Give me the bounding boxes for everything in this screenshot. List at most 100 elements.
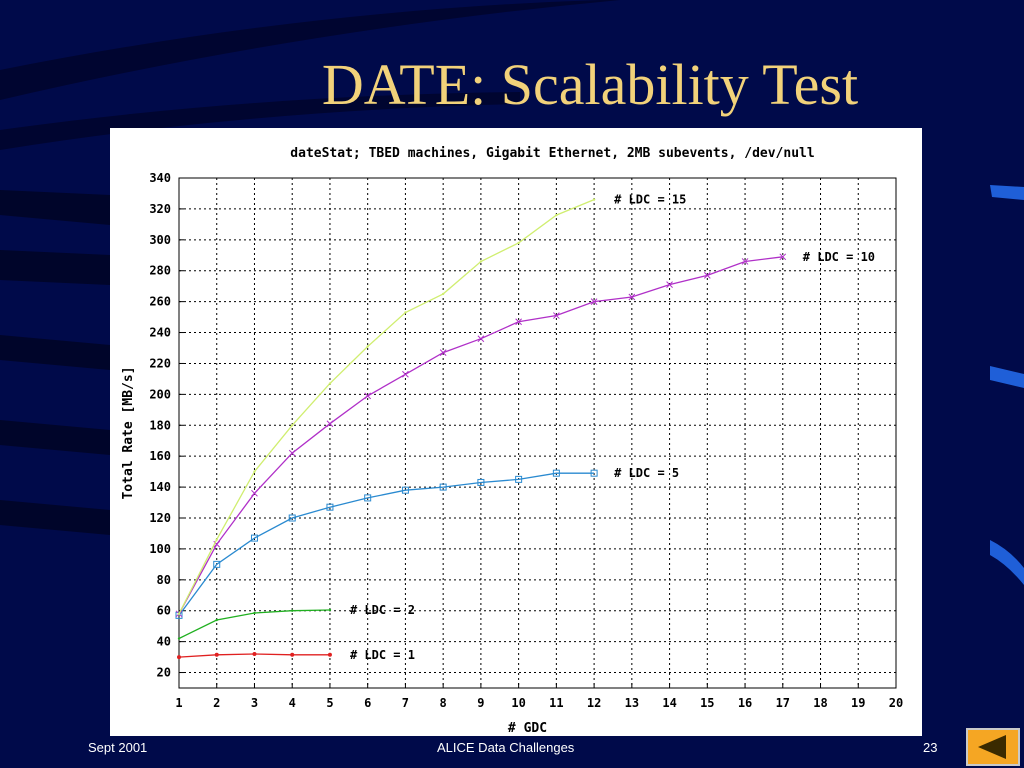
data-point [703, 272, 711, 279]
data-point [214, 652, 219, 657]
y-tick-label: 200 [149, 387, 171, 401]
y-axis-label: Total Rate [MB/s] [121, 366, 136, 499]
data-point [326, 503, 334, 511]
x-tick-label: 2 [213, 696, 220, 710]
data-point [628, 293, 636, 301]
series-line [178, 198, 595, 615]
data-point [404, 311, 407, 314]
x-tick-label: 11 [549, 696, 563, 710]
data-point [215, 538, 218, 541]
x-tick-label: 8 [440, 696, 447, 710]
x-tick-label: 7 [402, 696, 409, 710]
x-tick-label: 3 [251, 696, 258, 710]
data-point [253, 611, 256, 615]
x-axis-label: # GDC [508, 721, 547, 736]
footer-date: Sept 2001 [88, 740, 148, 755]
y-tick-label: 220 [149, 356, 171, 370]
data-point [177, 612, 181, 616]
slide-title: DATE: Scalability Test [321, 52, 859, 117]
x-tick-label: 15 [700, 696, 714, 710]
y-tick-label: 100 [149, 542, 171, 556]
y-tick-label: 340 [149, 171, 171, 185]
data-point [290, 652, 295, 657]
series-line [178, 256, 783, 615]
data-point [288, 514, 296, 522]
x-tick-label: 14 [662, 696, 676, 710]
data-point [366, 345, 369, 348]
x-tick-label: 10 [511, 696, 525, 710]
data-point [252, 652, 257, 656]
x-tick-label: 20 [889, 696, 903, 710]
data-point [364, 392, 372, 400]
y-tick-label: 80 [157, 573, 171, 587]
y-tick-label: 60 [157, 604, 171, 618]
data-point [477, 478, 485, 486]
x-tick-label: 18 [813, 696, 827, 710]
chart-title: dateStat; TBED machines, Gigabit Etherne… [290, 146, 814, 161]
data-point [251, 489, 258, 497]
footer-page-number: 23 [923, 740, 938, 755]
data-point [215, 618, 218, 622]
y-tick-label: 40 [157, 635, 171, 649]
data-point [439, 349, 447, 356]
previous-slide-button[interactable] [966, 728, 1020, 766]
data-point [250, 534, 258, 542]
x-tick-label: 6 [364, 696, 371, 710]
y-tick-label: 280 [149, 264, 171, 278]
data-point [364, 494, 372, 502]
data-point [326, 420, 334, 428]
y-tick-label: 120 [149, 511, 171, 525]
plot-frame [178, 177, 897, 689]
data-point [439, 483, 447, 491]
data-point [328, 608, 332, 612]
y-tick-label: 260 [149, 295, 171, 309]
x-tick-label: 16 [738, 696, 752, 710]
data-point [552, 469, 560, 477]
x-tick-label: 13 [625, 696, 639, 710]
series-label: # LDC = 10 [803, 250, 875, 264]
data-point [666, 281, 673, 288]
data-point [291, 424, 294, 427]
data-point [590, 469, 598, 477]
data-point [555, 213, 558, 217]
data-point [213, 560, 221, 568]
data-point [590, 298, 598, 305]
y-tick-label: 140 [149, 480, 171, 494]
footer-presentation-title: ALICE Data Challenges [437, 740, 575, 755]
data-point [517, 241, 520, 245]
data-point [401, 486, 409, 494]
series-line [178, 472, 595, 616]
data-point [592, 198, 596, 201]
data-point [253, 470, 256, 473]
x-tick-label: 4 [289, 696, 296, 710]
y-tick-label: 160 [149, 449, 171, 463]
x-tick-label: 9 [477, 696, 484, 710]
data-point [402, 370, 409, 378]
previous-slide-icon [978, 735, 1006, 759]
series-label: # LDC = 2 [350, 603, 415, 617]
data-point [515, 475, 523, 483]
data-point [479, 260, 483, 263]
data-point [328, 382, 332, 385]
data-point [553, 312, 560, 319]
x-tick-label: 17 [776, 696, 790, 710]
data-point [477, 335, 485, 343]
data-point [327, 652, 332, 657]
x-tick-label: 19 [851, 696, 865, 710]
data-point [441, 292, 445, 296]
y-tick-label: 320 [149, 202, 171, 216]
data-point [177, 637, 181, 640]
data-point [779, 253, 787, 261]
series-label: # LDC = 5 [614, 466, 679, 480]
series-label: # LDC = 1 [350, 648, 415, 662]
data-point [177, 655, 181, 660]
data-point [515, 318, 522, 326]
data-point [741, 258, 749, 265]
data-point [291, 609, 294, 612]
y-tick-label: 20 [157, 666, 171, 680]
y-tick-label: 180 [149, 418, 171, 432]
x-tick-label: 5 [326, 696, 333, 710]
series-label: # LDC = 15 [614, 193, 686, 207]
data-point [175, 611, 183, 619]
y-tick-label: 300 [149, 233, 171, 247]
